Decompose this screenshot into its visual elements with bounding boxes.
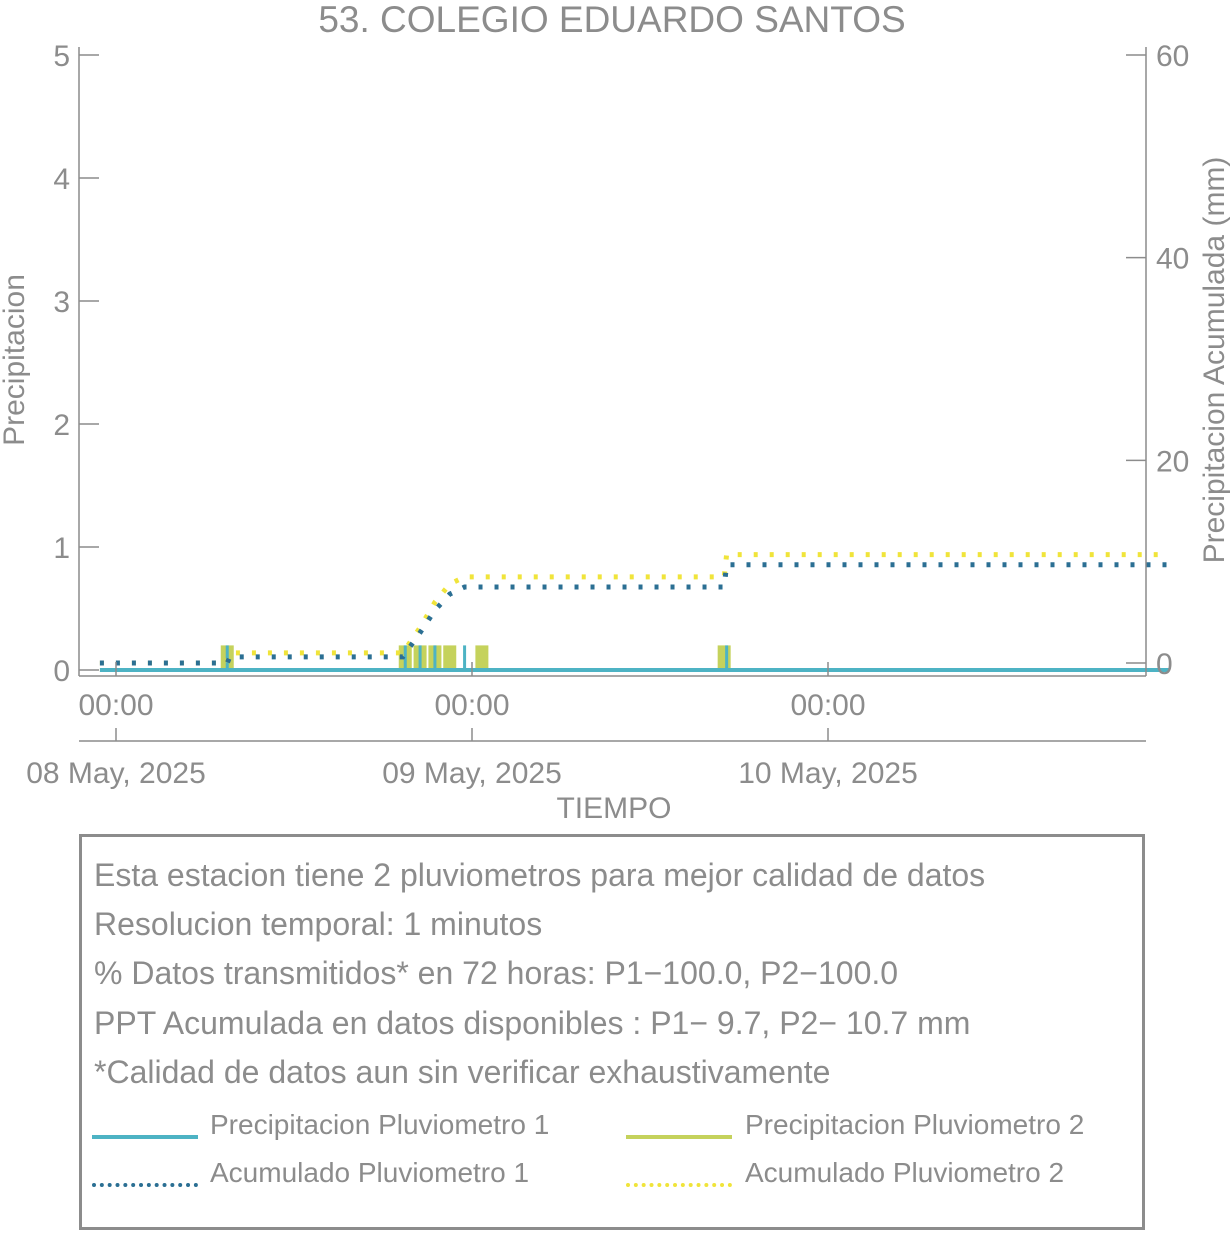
date-tick-label: 09 May, 2025 <box>382 757 562 790</box>
left-tick-label: 2 <box>53 409 70 442</box>
note-accumulated: PPT Acumulada en datos disponibles : P1−… <box>94 1005 971 1041</box>
legend-swatch-acc1 <box>92 1183 198 1187</box>
p1-bar <box>725 645 729 670</box>
right-tick-label: 40 <box>1156 243 1189 276</box>
left-tick-label: 3 <box>53 286 70 319</box>
right-axis: 0 20 40 60 <box>1126 40 1189 681</box>
right-tick-label: 20 <box>1156 445 1189 478</box>
legend-label-acc2: Acumulado Pluviometro 2 <box>745 1157 1065 1188</box>
legend-label-p1: Precipitacion Pluviometro 1 <box>210 1109 550 1140</box>
legend-swatch-p2 <box>626 1135 732 1139</box>
left-tick-label: 1 <box>53 532 70 565</box>
date-tick-label: 10 May, 2025 <box>738 757 918 790</box>
x-axis-label: TIEMPO <box>556 792 671 825</box>
right-tick-label: 60 <box>1156 40 1189 73</box>
acc1-line <box>99 562 1170 666</box>
right-tick-label: 0 <box>1156 648 1173 681</box>
plot-area <box>99 552 1170 672</box>
info-box: Esta estacion tiene 2 pluviometros para … <box>79 834 1145 1230</box>
p1-bar <box>433 645 437 670</box>
y-axis-label-left: Precipitacion <box>0 274 31 446</box>
left-axis: 0 1 2 3 4 5 <box>53 40 99 688</box>
note-quality: *Calidad de datos aun sin verificar exha… <box>94 1054 831 1090</box>
p1-bar <box>418 645 422 670</box>
x-tick-label: 00:00 <box>434 689 509 722</box>
legend-swatch-p1 <box>92 1135 198 1139</box>
date-tick-label: 08 May, 2025 <box>26 757 206 790</box>
chart-title: 53. COLEGIO EDUARDO SANTOS <box>318 0 905 40</box>
p2-bar <box>717 645 731 670</box>
left-tick-label: 4 <box>53 163 70 196</box>
legend-label-acc1: Acumulado Pluviometro 1 <box>210 1157 530 1188</box>
y-axis-label-right: Precipitacion Acumulada (mm) <box>1198 157 1231 564</box>
x-axis: 00:00 08 May, 2025 00:00 09 May, 2025 00:00 1… <box>26 662 1146 790</box>
precipitation-chart: 53. COLEGIO EDUARDO SANTOS 0 1 2 3 4 5 0 20 40 6… <box>0 0 1231 825</box>
x-tick-label: 00:00 <box>78 689 153 722</box>
p1-bar <box>225 645 229 670</box>
left-tick-label: 5 <box>53 40 70 73</box>
acc2-line <box>99 552 1170 666</box>
p1-bar <box>463 645 467 670</box>
left-tick-label: 0 <box>53 655 70 688</box>
x-tick-label: 00:00 <box>790 689 865 722</box>
legend-label-p2: Precipitacion Pluviometro 2 <box>745 1109 1085 1140</box>
p2-bar <box>475 645 489 670</box>
p2-bar <box>443 645 457 670</box>
note-station: Esta estacion tiene 2 pluviometros para … <box>94 857 986 893</box>
note-resolution: Resolucion temporal: 1 minutos <box>94 906 543 942</box>
note-transmitted: % Datos transmitidos* en 72 horas: P1−10… <box>94 955 899 991</box>
legend-swatch-acc2 <box>626 1183 732 1187</box>
